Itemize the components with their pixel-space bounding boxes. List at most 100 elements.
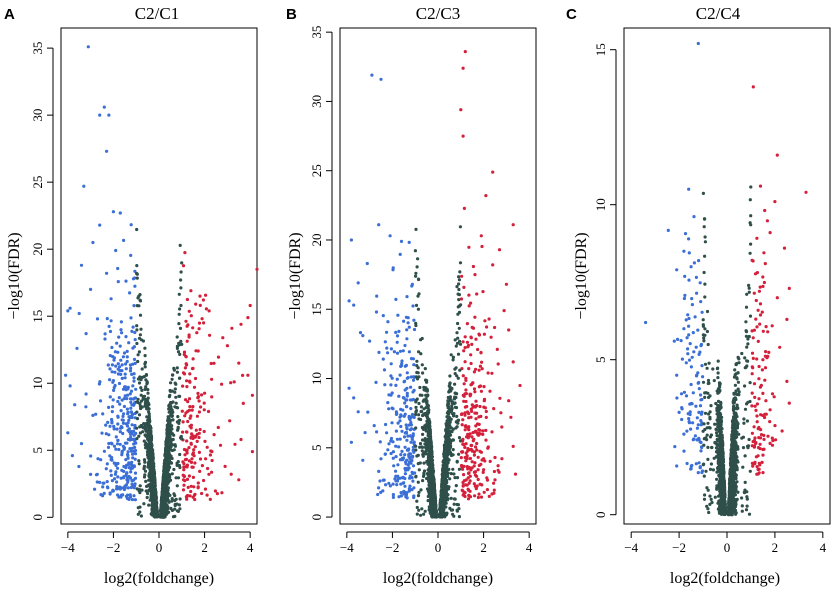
point-not-significant	[165, 507, 169, 511]
point-down	[404, 398, 408, 402]
y-tick-label: 35	[309, 26, 324, 39]
point-down	[109, 319, 113, 323]
point-up	[216, 355, 221, 359]
point-down	[692, 261, 697, 265]
point-not-significant	[176, 406, 180, 410]
point-not-significant	[453, 338, 457, 342]
point-not-significant	[176, 425, 180, 429]
point-down	[109, 457, 113, 462]
point-up	[197, 321, 202, 325]
point-up	[186, 485, 190, 489]
point-down	[120, 453, 124, 457]
point-down	[123, 372, 127, 376]
point-down	[84, 392, 88, 396]
point-down	[689, 365, 694, 369]
point-not-significant	[434, 505, 438, 509]
y-tick-label: 35	[30, 42, 45, 55]
point-not-significant	[140, 375, 144, 379]
point-not-significant	[142, 467, 146, 471]
point-down	[115, 480, 119, 484]
panel-title-c: C2/C4	[696, 4, 741, 23]
point-up	[476, 495, 480, 500]
point-down	[133, 361, 137, 365]
point-not-significant	[166, 444, 170, 448]
point-not-significant	[138, 491, 142, 495]
point-not-significant	[445, 415, 449, 419]
y-tick-label: 30	[30, 109, 45, 122]
point-down	[387, 407, 391, 411]
point-up	[473, 461, 477, 465]
point-down	[108, 329, 113, 334]
point-up	[762, 437, 766, 441]
point-up	[196, 349, 200, 353]
point-up	[493, 455, 497, 460]
x-tick-label: −2	[106, 540, 120, 555]
point-down	[116, 350, 120, 354]
point-down	[412, 441, 416, 445]
point-not-significant	[135, 341, 139, 346]
panel-letter-a: A	[4, 6, 15, 23]
point-up	[497, 470, 501, 474]
point-not-significant	[170, 427, 174, 431]
point-down	[93, 487, 97, 491]
point-not-significant	[452, 397, 457, 401]
point-up	[490, 430, 494, 434]
point-up	[250, 393, 254, 397]
point-up	[220, 491, 224, 495]
point-up	[187, 446, 191, 450]
point-down	[399, 424, 403, 429]
point-not-significant	[175, 420, 179, 424]
point-up	[185, 379, 189, 383]
point-up	[241, 401, 245, 405]
point-not-significant	[161, 492, 165, 496]
point-up	[766, 354, 770, 358]
y-tick-label: 15	[309, 303, 324, 316]
point-down	[675, 396, 679, 400]
point-up	[472, 464, 476, 468]
point-not-significant	[143, 346, 147, 350]
point-down	[680, 417, 684, 422]
point-up	[185, 339, 189, 343]
point-not-significant	[427, 505, 431, 509]
point-up	[482, 385, 486, 389]
point-not-significant	[147, 412, 151, 416]
point-not-significant	[429, 491, 433, 495]
point-not-significant	[135, 400, 139, 404]
point-up	[493, 325, 497, 330]
point-down	[391, 266, 395, 270]
point-down	[404, 363, 408, 367]
point-not-significant	[451, 448, 455, 452]
point-down	[126, 410, 130, 414]
point-not-significant	[152, 471, 156, 475]
point-up	[191, 475, 195, 479]
point-down	[410, 282, 414, 286]
point-not-significant	[171, 373, 175, 377]
point-down	[108, 424, 112, 428]
point-down	[398, 373, 402, 377]
point-down	[132, 357, 137, 361]
point-not-significant	[167, 395, 171, 399]
point-down	[129, 400, 133, 404]
point-up	[183, 479, 187, 483]
point-up	[484, 428, 488, 432]
point-down	[125, 441, 129, 445]
point-up	[466, 436, 470, 440]
point-up	[764, 399, 768, 403]
point-down	[131, 362, 135, 366]
point-down	[394, 455, 398, 459]
point-down	[700, 445, 704, 449]
point-up	[764, 350, 768, 354]
point-down	[394, 297, 398, 301]
point-up	[482, 468, 486, 472]
point-down	[102, 481, 106, 485]
point-not-significant	[420, 438, 425, 442]
point-up	[203, 439, 207, 443]
point-not-significant	[419, 513, 423, 517]
point-up	[229, 381, 233, 385]
point-not-significant	[452, 497, 456, 501]
point-up	[759, 428, 763, 432]
point-down	[405, 328, 409, 332]
point-not-significant	[155, 514, 159, 518]
point-up	[756, 446, 761, 450]
point-down	[82, 184, 86, 188]
